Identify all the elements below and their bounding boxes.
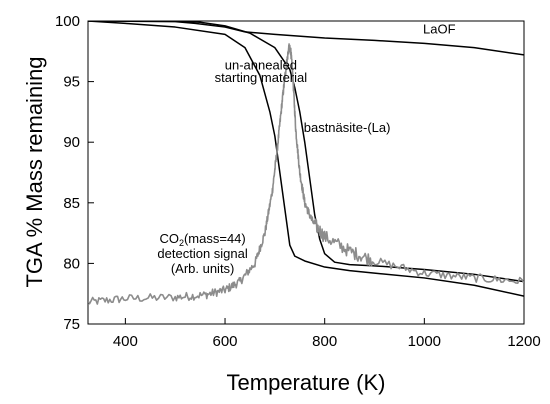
series-line-4 xyxy=(88,43,524,305)
y-axis-title: TGA % Mass remaining xyxy=(22,56,47,287)
annotation-label: un-annealed xyxy=(225,57,297,72)
x-tick-label: 1000 xyxy=(408,333,441,350)
axis-ticks: 400 600 800 1000 1200 75 80 85 90 95 100 xyxy=(55,13,541,350)
x-axis-title: Temperature (K) xyxy=(227,370,386,395)
series-line-3 xyxy=(88,21,524,283)
x-tick-label: 800 xyxy=(312,333,337,350)
y-tick-label: 75 xyxy=(63,316,80,333)
annotation-label: LaOF xyxy=(423,22,456,37)
annotation-label: starting material xyxy=(215,70,308,85)
y-tick-label: 95 xyxy=(63,74,80,91)
co2-label-line2: detection signal xyxy=(157,246,247,261)
x-tick-label: 400 xyxy=(113,333,138,350)
co2-label-line3: (Arb. units) xyxy=(171,261,235,276)
y-tick-label: 100 xyxy=(55,13,80,30)
y-tick-label: 90 xyxy=(63,134,80,151)
annotation-label: bastnäsite-(La) xyxy=(304,120,391,135)
y-tick-label: 80 xyxy=(63,255,80,272)
y-tick-label: 85 xyxy=(63,195,80,212)
plot-frame xyxy=(87,20,525,325)
co2-label-line1: CO2(mass=44) xyxy=(159,231,245,248)
series-line-1 xyxy=(88,21,524,56)
x-tick-label: 600 xyxy=(213,333,238,350)
series-line-2 xyxy=(88,21,524,297)
x-tick-label: 1200 xyxy=(507,333,540,350)
series-layer xyxy=(88,21,524,305)
